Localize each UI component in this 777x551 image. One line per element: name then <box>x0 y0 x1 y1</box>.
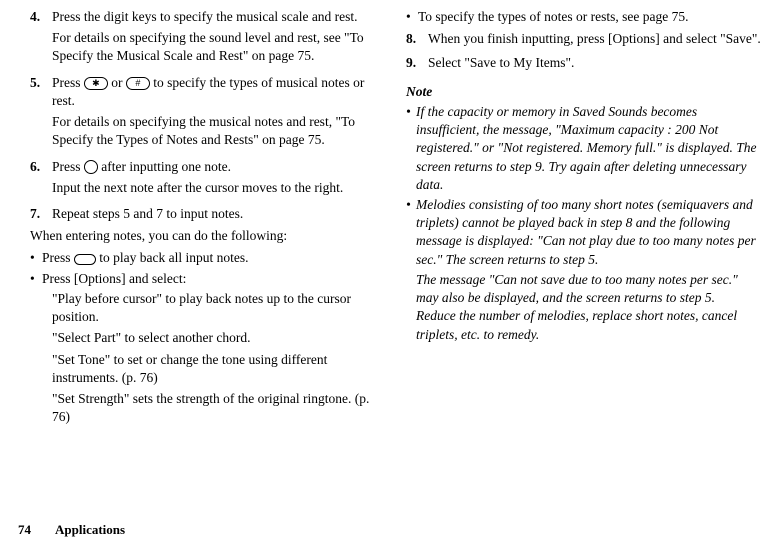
step-number: 6. <box>30 158 52 176</box>
step-text: Select "Save to My Items". <box>428 54 762 72</box>
note-item-2: • Melodies consisting of too many short … <box>406 196 762 269</box>
note-text: Melodies consisting of too many short no… <box>416 196 762 269</box>
step-number: 5. <box>30 74 52 110</box>
step-4-detail: For details on specifying the sound leve… <box>52 29 386 65</box>
text-post: after inputting one note. <box>98 159 231 174</box>
step-7: 7. Repeat steps 5 and 7 to input notes. <box>30 205 386 223</box>
right-column: • To specify the types of notes or rests… <box>406 8 762 502</box>
text-mid: or <box>108 75 126 90</box>
page-number: 74 <box>18 522 31 537</box>
note-text-continued: The message "Can not save due to too man… <box>416 271 762 307</box>
bullet-text: Press [Options] and select: <box>42 270 386 288</box>
option-play-before-cursor: "Play before cursor" to play back notes … <box>52 290 386 326</box>
bullet-marker: • <box>406 8 418 26</box>
step-5: 5. Press ✱ or # to specify the types of … <box>30 74 386 110</box>
note-item-1: • If the capacity or memory in Saved Sou… <box>406 103 762 194</box>
left-column: 4. Press the digit keys to specify the m… <box>30 8 386 502</box>
step-number: 8. <box>406 30 428 48</box>
bullet-marker: • <box>406 196 416 269</box>
step-text: When you finish inputting, press [Option… <box>428 30 762 48</box>
note-text-continued: Reduce the number of melodies, replace s… <box>416 307 762 343</box>
text-pre: Press <box>52 75 84 90</box>
bullet-text: To specify the types of notes or rests, … <box>418 8 762 26</box>
note-text: If the capacity or memory in Saved Sound… <box>416 103 762 194</box>
step-text: Press ✱ or # to specify the types of mus… <box>52 74 386 110</box>
nav-key-icon <box>84 160 98 174</box>
step-9: 9. Select "Save to My Items". <box>406 54 762 72</box>
step-text: Press after inputting one note. <box>52 158 386 176</box>
star-key-icon: ✱ <box>84 77 108 90</box>
bullet-see-page-75: • To specify the types of notes or rests… <box>406 8 762 26</box>
option-set-strength: "Set Strength" sets the strength of the … <box>52 390 386 426</box>
bullet-text: Press to play back all input notes. <box>42 249 386 267</box>
step-5-detail: For details on specifying the musical no… <box>52 113 386 149</box>
step-4: 4. Press the digit keys to specify the m… <box>30 8 386 26</box>
page-content: 4. Press the digit keys to specify the m… <box>0 0 777 510</box>
step-6-detail: Input the next note after the cursor mov… <box>52 179 386 197</box>
bullet-marker: • <box>30 249 42 267</box>
option-select-part: "Select Part" to select another chord. <box>52 329 386 347</box>
key-label: # <box>135 79 140 88</box>
option-set-tone: "Set Tone" to set or change the tone usi… <box>52 351 386 387</box>
bullet-options: • Press [Options] and select: <box>30 270 386 288</box>
center-key-icon <box>74 254 96 265</box>
note-heading: Note <box>406 83 762 101</box>
step-text: Repeat steps 5 and 7 to input notes. <box>52 205 386 223</box>
hash-key-icon: # <box>126 77 150 90</box>
text-pre: Press <box>42 250 74 265</box>
text-post: to play back all input notes. <box>96 250 249 265</box>
step-number: 7. <box>30 205 52 223</box>
step-6: 6. Press after inputting one note. <box>30 158 386 176</box>
step-text: Press the digit keys to specify the musi… <box>52 8 386 26</box>
when-entering-text: When entering notes, you can do the foll… <box>30 227 386 245</box>
page-footer: 74 Applications <box>18 521 125 539</box>
step-number: 9. <box>406 54 428 72</box>
step-8: 8. When you finish inputting, press [Opt… <box>406 30 762 48</box>
bullet-marker: • <box>30 270 42 288</box>
key-label: ✱ <box>92 79 100 88</box>
bullet-marker: • <box>406 103 416 194</box>
step-number: 4. <box>30 8 52 26</box>
section-name: Applications <box>55 522 125 537</box>
text-pre: Press <box>52 159 84 174</box>
bullet-playback: • Press to play back all input notes. <box>30 249 386 267</box>
